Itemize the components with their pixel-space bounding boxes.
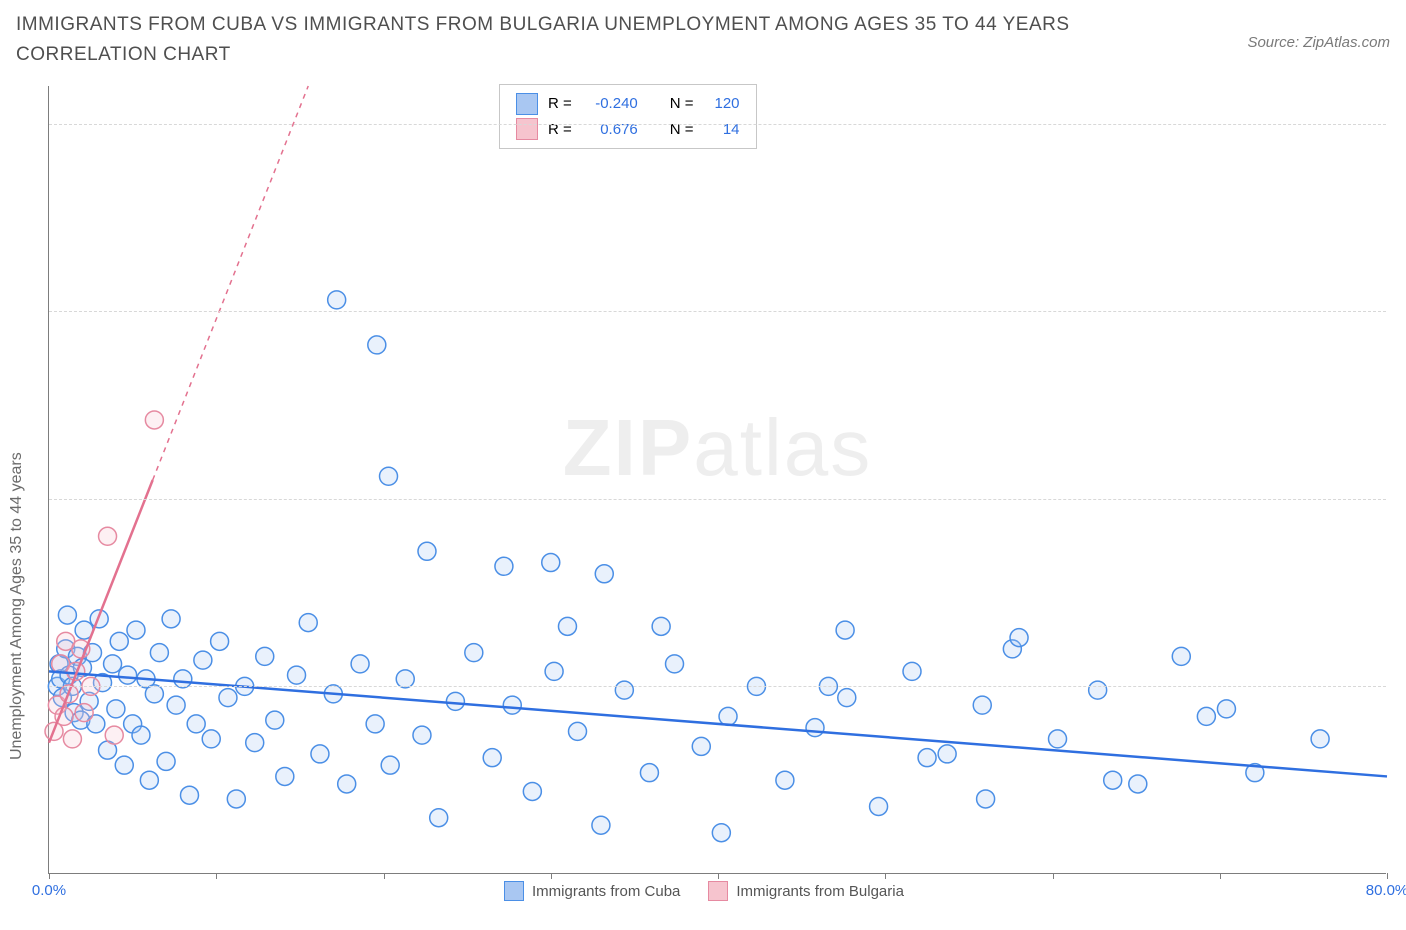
series-label-bulgaria: Immigrants from Bulgaria xyxy=(736,883,904,900)
series-legend-item-cuba: Immigrants from Cuba xyxy=(504,881,680,901)
y-tick-label: 10.0% xyxy=(1392,490,1406,507)
plot-svg xyxy=(49,86,1386,873)
legend-swatch-cuba xyxy=(504,881,524,901)
x-tick-label: 80.0% xyxy=(1366,882,1406,899)
series-legend-item-bulgaria: Immigrants from Bulgaria xyxy=(708,881,904,901)
series-label-cuba: Immigrants from Cuba xyxy=(532,883,680,900)
legend-swatch-bulgaria xyxy=(708,881,728,901)
y-tick-label: 20.0% xyxy=(1392,115,1406,132)
chart-title: IMMIGRANTS FROM CUBA VS IMMIGRANTS FROM … xyxy=(16,10,1116,71)
scatter-plot: ZIPatlas R = -0.240 N = 120 R = 0.676 N … xyxy=(48,86,1386,874)
x-tick-label: 0.0% xyxy=(32,882,66,899)
title-row: IMMIGRANTS FROM CUBA VS IMMIGRANTS FROM … xyxy=(16,10,1390,71)
source-credit: Source: ZipAtlas.com xyxy=(1247,34,1390,51)
y-tick-label: 5.0% xyxy=(1392,678,1406,695)
chart-container: IMMIGRANTS FROM CUBA VS IMMIGRANTS FROM … xyxy=(0,0,1406,930)
y-tick-label: 15.0% xyxy=(1392,303,1406,320)
y-axis-label: Unemployment Among Ages 35 to 44 years xyxy=(8,452,26,760)
series-legend: Immigrants from Cuba Immigrants from Bul… xyxy=(504,881,904,901)
